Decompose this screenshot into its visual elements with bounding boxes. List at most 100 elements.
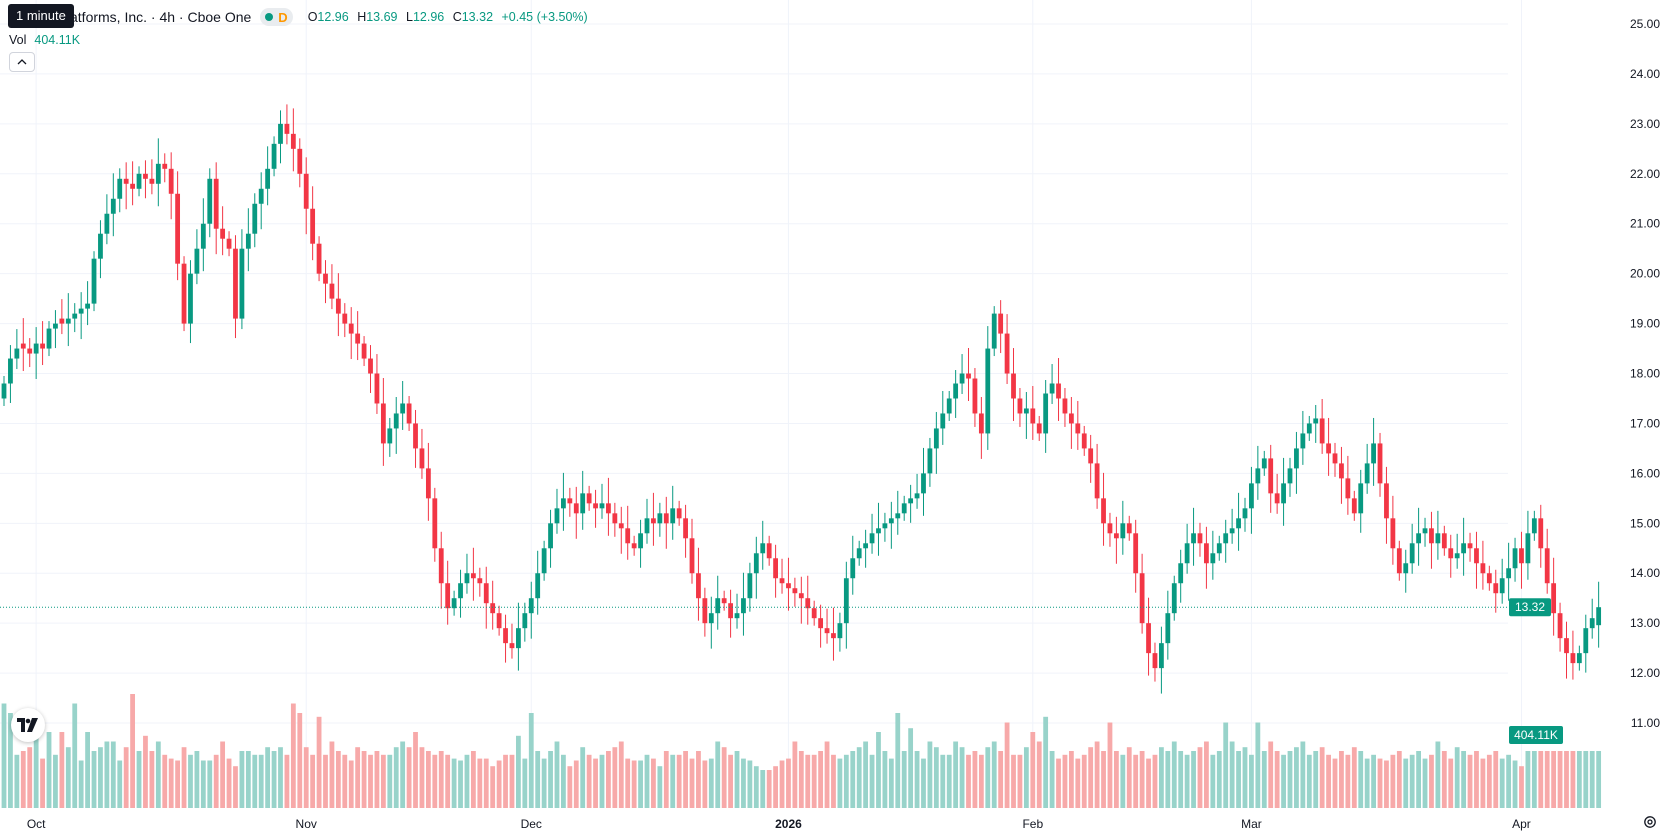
candle-body (824, 628, 830, 634)
volume-bar (734, 751, 740, 808)
volume-bar (1216, 751, 1222, 808)
candle-body (104, 213, 110, 234)
price-tick-label: 18.00 (1630, 367, 1660, 381)
volume-bar (1429, 754, 1434, 808)
volume-bar (20, 751, 26, 808)
candle-body (130, 183, 135, 189)
volume-bar (477, 758, 483, 808)
candle-body (1583, 628, 1589, 654)
volume-bar (901, 751, 907, 808)
volume-bar (1332, 758, 1338, 808)
candle-body (715, 598, 721, 614)
high-label: H (357, 10, 367, 24)
volume-bar (1152, 754, 1158, 808)
volume-bar (593, 758, 598, 808)
volume-bar (1242, 747, 1248, 808)
candle-body (78, 308, 84, 314)
volume-bar (773, 766, 778, 808)
candle-body (818, 618, 824, 629)
candle-body (59, 318, 65, 324)
volume-bar (284, 754, 290, 808)
candle-body (1300, 433, 1306, 449)
volume-bar (233, 766, 238, 808)
volume-legend[interactable]: Vol 404.11K (9, 33, 80, 47)
candle-body (946, 398, 952, 414)
symbol-legend[interactable]: atforms, Inc. · 4h · Cboe One D O12.96 H… (8, 7, 588, 27)
volume-bar (432, 754, 438, 808)
candle-body (413, 423, 418, 449)
volume-bar (490, 766, 496, 808)
candle-body (85, 303, 90, 309)
candle-body (1332, 453, 1338, 464)
volume-bar (59, 732, 65, 808)
candle-body (586, 493, 592, 504)
volume-bar (1596, 751, 1602, 808)
volume-bar (1564, 751, 1569, 808)
candle-body (188, 273, 193, 324)
candle-body (1165, 613, 1171, 644)
candle-body (1178, 563, 1184, 584)
candle-body (110, 198, 116, 214)
market-status-badge[interactable]: D (260, 8, 293, 26)
candle-body (1139, 573, 1145, 624)
volume-bar (200, 760, 206, 808)
collapse-legend-button[interactable] (9, 52, 35, 72)
candle-body (535, 573, 541, 599)
volume-bar (1519, 766, 1524, 808)
candle-body (1461, 543, 1467, 554)
volume-bar (297, 713, 303, 808)
volume-bar (991, 741, 997, 808)
candle-body (1596, 607, 1602, 626)
time-axis[interactable]: Oct Nov Dec 2026 Feb Mar Apr (27, 817, 1531, 831)
candle-body (522, 613, 528, 629)
candle-body (8, 358, 13, 384)
candle-body (65, 318, 71, 324)
candle-body (374, 373, 380, 404)
candle-body (548, 523, 553, 549)
volume-bar (522, 758, 528, 808)
price-tick-label: 20.00 (1630, 267, 1660, 281)
volume-bar (1409, 754, 1415, 808)
volume-bar (1146, 758, 1151, 808)
candle-body (1525, 533, 1531, 564)
candle-body (1499, 578, 1505, 594)
volume-bar (1576, 751, 1582, 808)
price-axis[interactable]: 25.00 24.00 23.00 22.00 21.00 20.00 19.00 18.00… (1630, 17, 1660, 730)
candle-body (149, 178, 155, 184)
candle-body (651, 518, 656, 524)
symbol-title[interactable]: atforms, Inc. · 4h · Cboe One (70, 9, 252, 25)
candle-body (458, 583, 463, 599)
price-tick-label: 21.00 (1630, 217, 1660, 231)
candle-body (702, 598, 708, 624)
candle-body (470, 573, 476, 579)
candle-body (1429, 528, 1434, 544)
volume-bar (985, 747, 991, 808)
volume-bar (425, 751, 431, 808)
candle-body (606, 503, 611, 514)
candle-body (1313, 418, 1319, 424)
candle-body (297, 148, 303, 174)
candle-body (663, 513, 669, 524)
volume-bar (1, 703, 7, 808)
candle-body (567, 498, 573, 504)
chevron-up-icon (17, 59, 27, 65)
high-value: 13.69 (366, 10, 398, 24)
volume-bar (978, 754, 984, 808)
gear-icon[interactable] (1642, 814, 1658, 830)
volume-bar (413, 732, 418, 808)
candle-body (1474, 548, 1479, 564)
volume-bar (361, 751, 367, 808)
volume-bar (1197, 747, 1203, 808)
volume-bar (1377, 758, 1383, 808)
candle-body (425, 468, 431, 499)
candle-body (477, 578, 483, 584)
candle-body (1306, 423, 1312, 434)
volume-bar (683, 751, 688, 808)
candle-body (46, 328, 52, 349)
volume-bar (374, 751, 380, 808)
candle-body (966, 373, 971, 379)
tradingview-logo-icon[interactable] (11, 708, 45, 742)
candle-body (123, 178, 129, 184)
candle-body (696, 573, 701, 599)
